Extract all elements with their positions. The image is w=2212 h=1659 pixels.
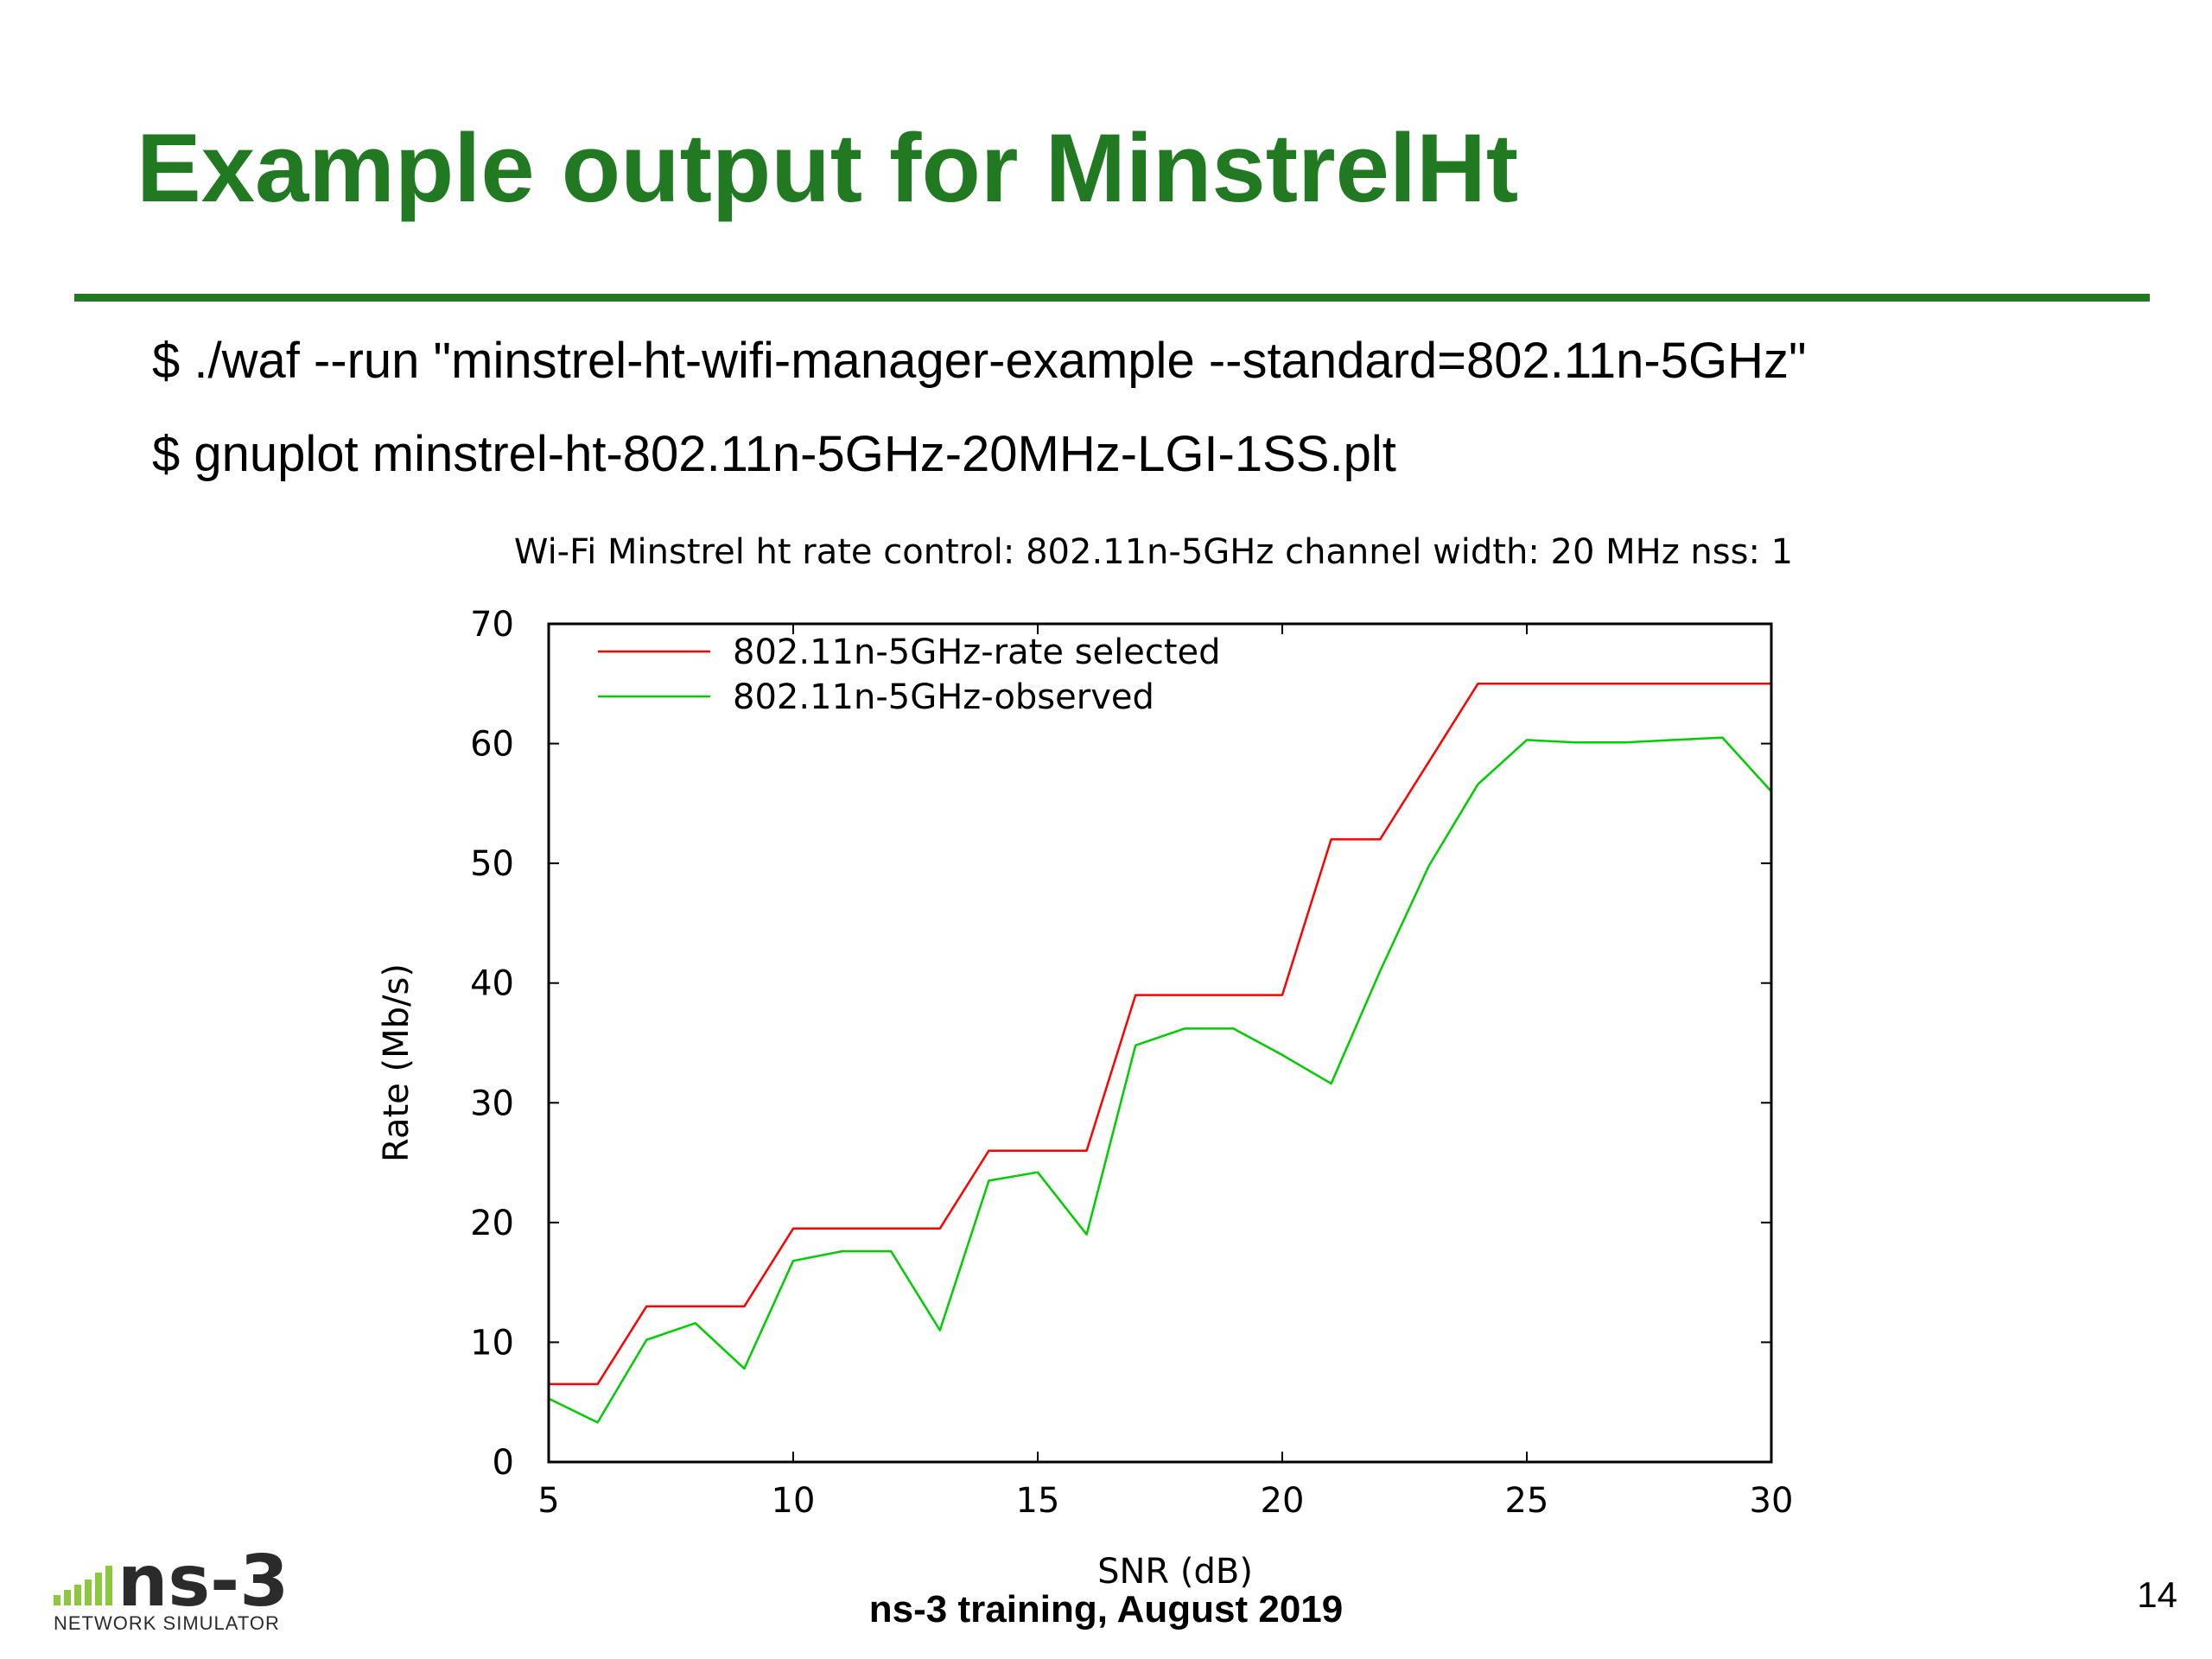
logo-mark: ns-3: [118, 1548, 289, 1623]
y-axis-label: Rate (Mb/s): [377, 963, 416, 1162]
x-tick-label: 15: [1016, 1481, 1060, 1521]
x-tick-label: 10: [772, 1481, 816, 1521]
command-line-2: $ gnuplot minstrel-ht-802.11n-5GHz-20MHz…: [152, 426, 1396, 482]
signal-bars-icon: [54, 1566, 112, 1605]
y-tick-label: 60: [470, 725, 514, 765]
footer-text: ns-3 training, August 2019: [868, 1588, 1344, 1630]
logo-subtitle: NETWORK SIMULATOR: [54, 1612, 280, 1634]
y-tick-label: 20: [470, 1204, 514, 1243]
slide-title: Example output for MinstrelHt: [137, 114, 1519, 222]
title-divider: [74, 294, 2150, 302]
x-axis-label: SNR (dB): [1097, 1552, 1253, 1592]
x-tick-label: 25: [1505, 1481, 1549, 1521]
chart-title: Wi-Fi Minstrel ht rate control: 802.11n-…: [514, 532, 1793, 572]
legend-label-0: 802.11n-5GHz-rate selected: [733, 632, 1221, 672]
y-tick-label: 50: [470, 844, 514, 884]
series-line-1: [548, 736, 1772, 1424]
x-tick-label: 5: [537, 1481, 559, 1521]
y-tick-label: 70: [470, 605, 514, 645]
y-tick-label: 0: [493, 1443, 514, 1483]
y-tick-label: 40: [470, 964, 514, 1004]
page-number: 14: [2137, 1574, 2177, 1615]
x-tick-label: 20: [1261, 1481, 1305, 1521]
command-line-1: $ ./waf --run "minstrel-ht-wifi-manager-…: [152, 333, 1807, 389]
series-line-0: [549, 683, 1771, 1386]
y-tick-label: 10: [470, 1323, 514, 1363]
plot-frame: [547, 622, 1773, 1464]
y-tick-label: 30: [470, 1084, 514, 1123]
legend-label-1: 802.11n-5GHz-observed: [733, 677, 1154, 717]
x-tick-label: 30: [1750, 1481, 1794, 1521]
ns3-logo: ns-3 NETWORK SIMULATOR: [54, 1548, 289, 1634]
